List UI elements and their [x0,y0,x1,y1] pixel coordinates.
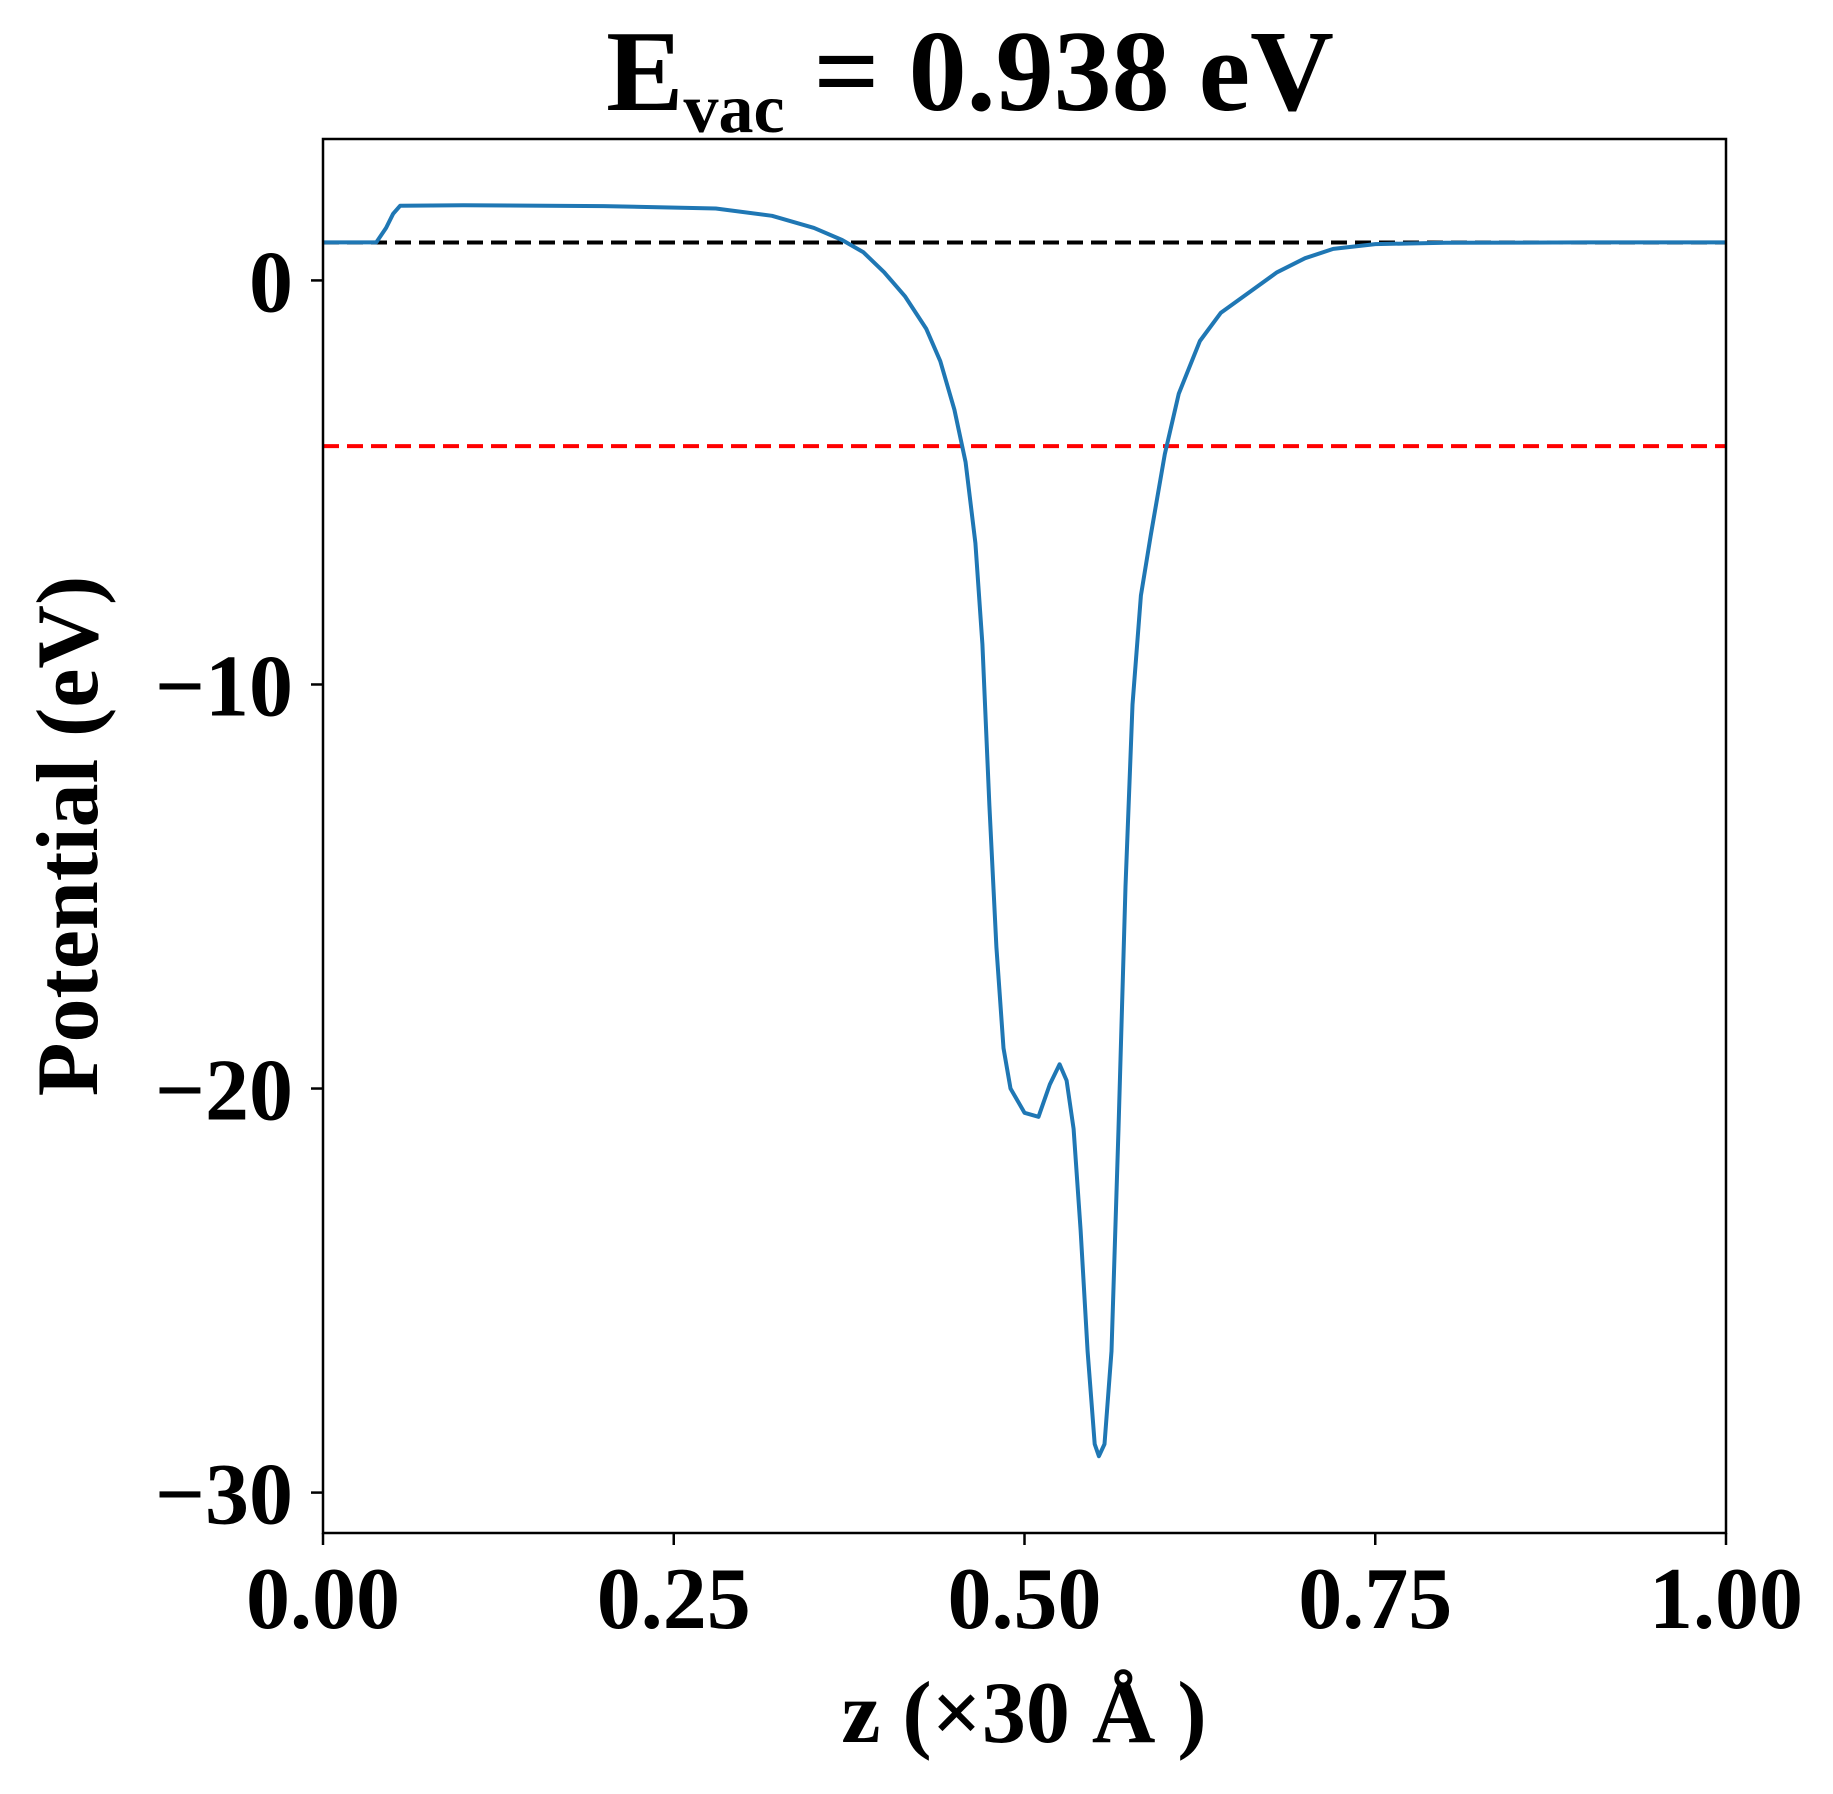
y-axis-label: Potential (eV) [20,576,117,1096]
x-tick-label: 1.00 [1649,1551,1803,1648]
x-tick-label: 0.00 [246,1551,400,1648]
plot-frame [321,137,1728,1535]
y-tick-label: 0 [249,234,293,331]
title-subscript: vac [683,71,784,148]
ticks-layer: 0.00 0.25 0.50 0.75 1.00 0 −10 −20 −30 [155,234,1803,1648]
title-main: E [606,8,683,136]
plot-layer [323,203,1726,1459]
title-rest: = 0.938 eV [785,8,1334,136]
x-axis-label: z (×30 Å ) [841,1665,1206,1762]
chart-title: Evac = 0.938 eV [606,8,1334,148]
x-tick-label: 0.50 [948,1551,1102,1648]
x-tick-label: 0.25 [597,1551,751,1648]
x-tick-label: 0.75 [1298,1551,1452,1648]
series-line-0 [323,203,1726,1459]
y-tick-label: −30 [155,1447,293,1544]
y-tick-label: −10 [155,638,293,735]
y-tick-label: −20 [155,1043,293,1140]
